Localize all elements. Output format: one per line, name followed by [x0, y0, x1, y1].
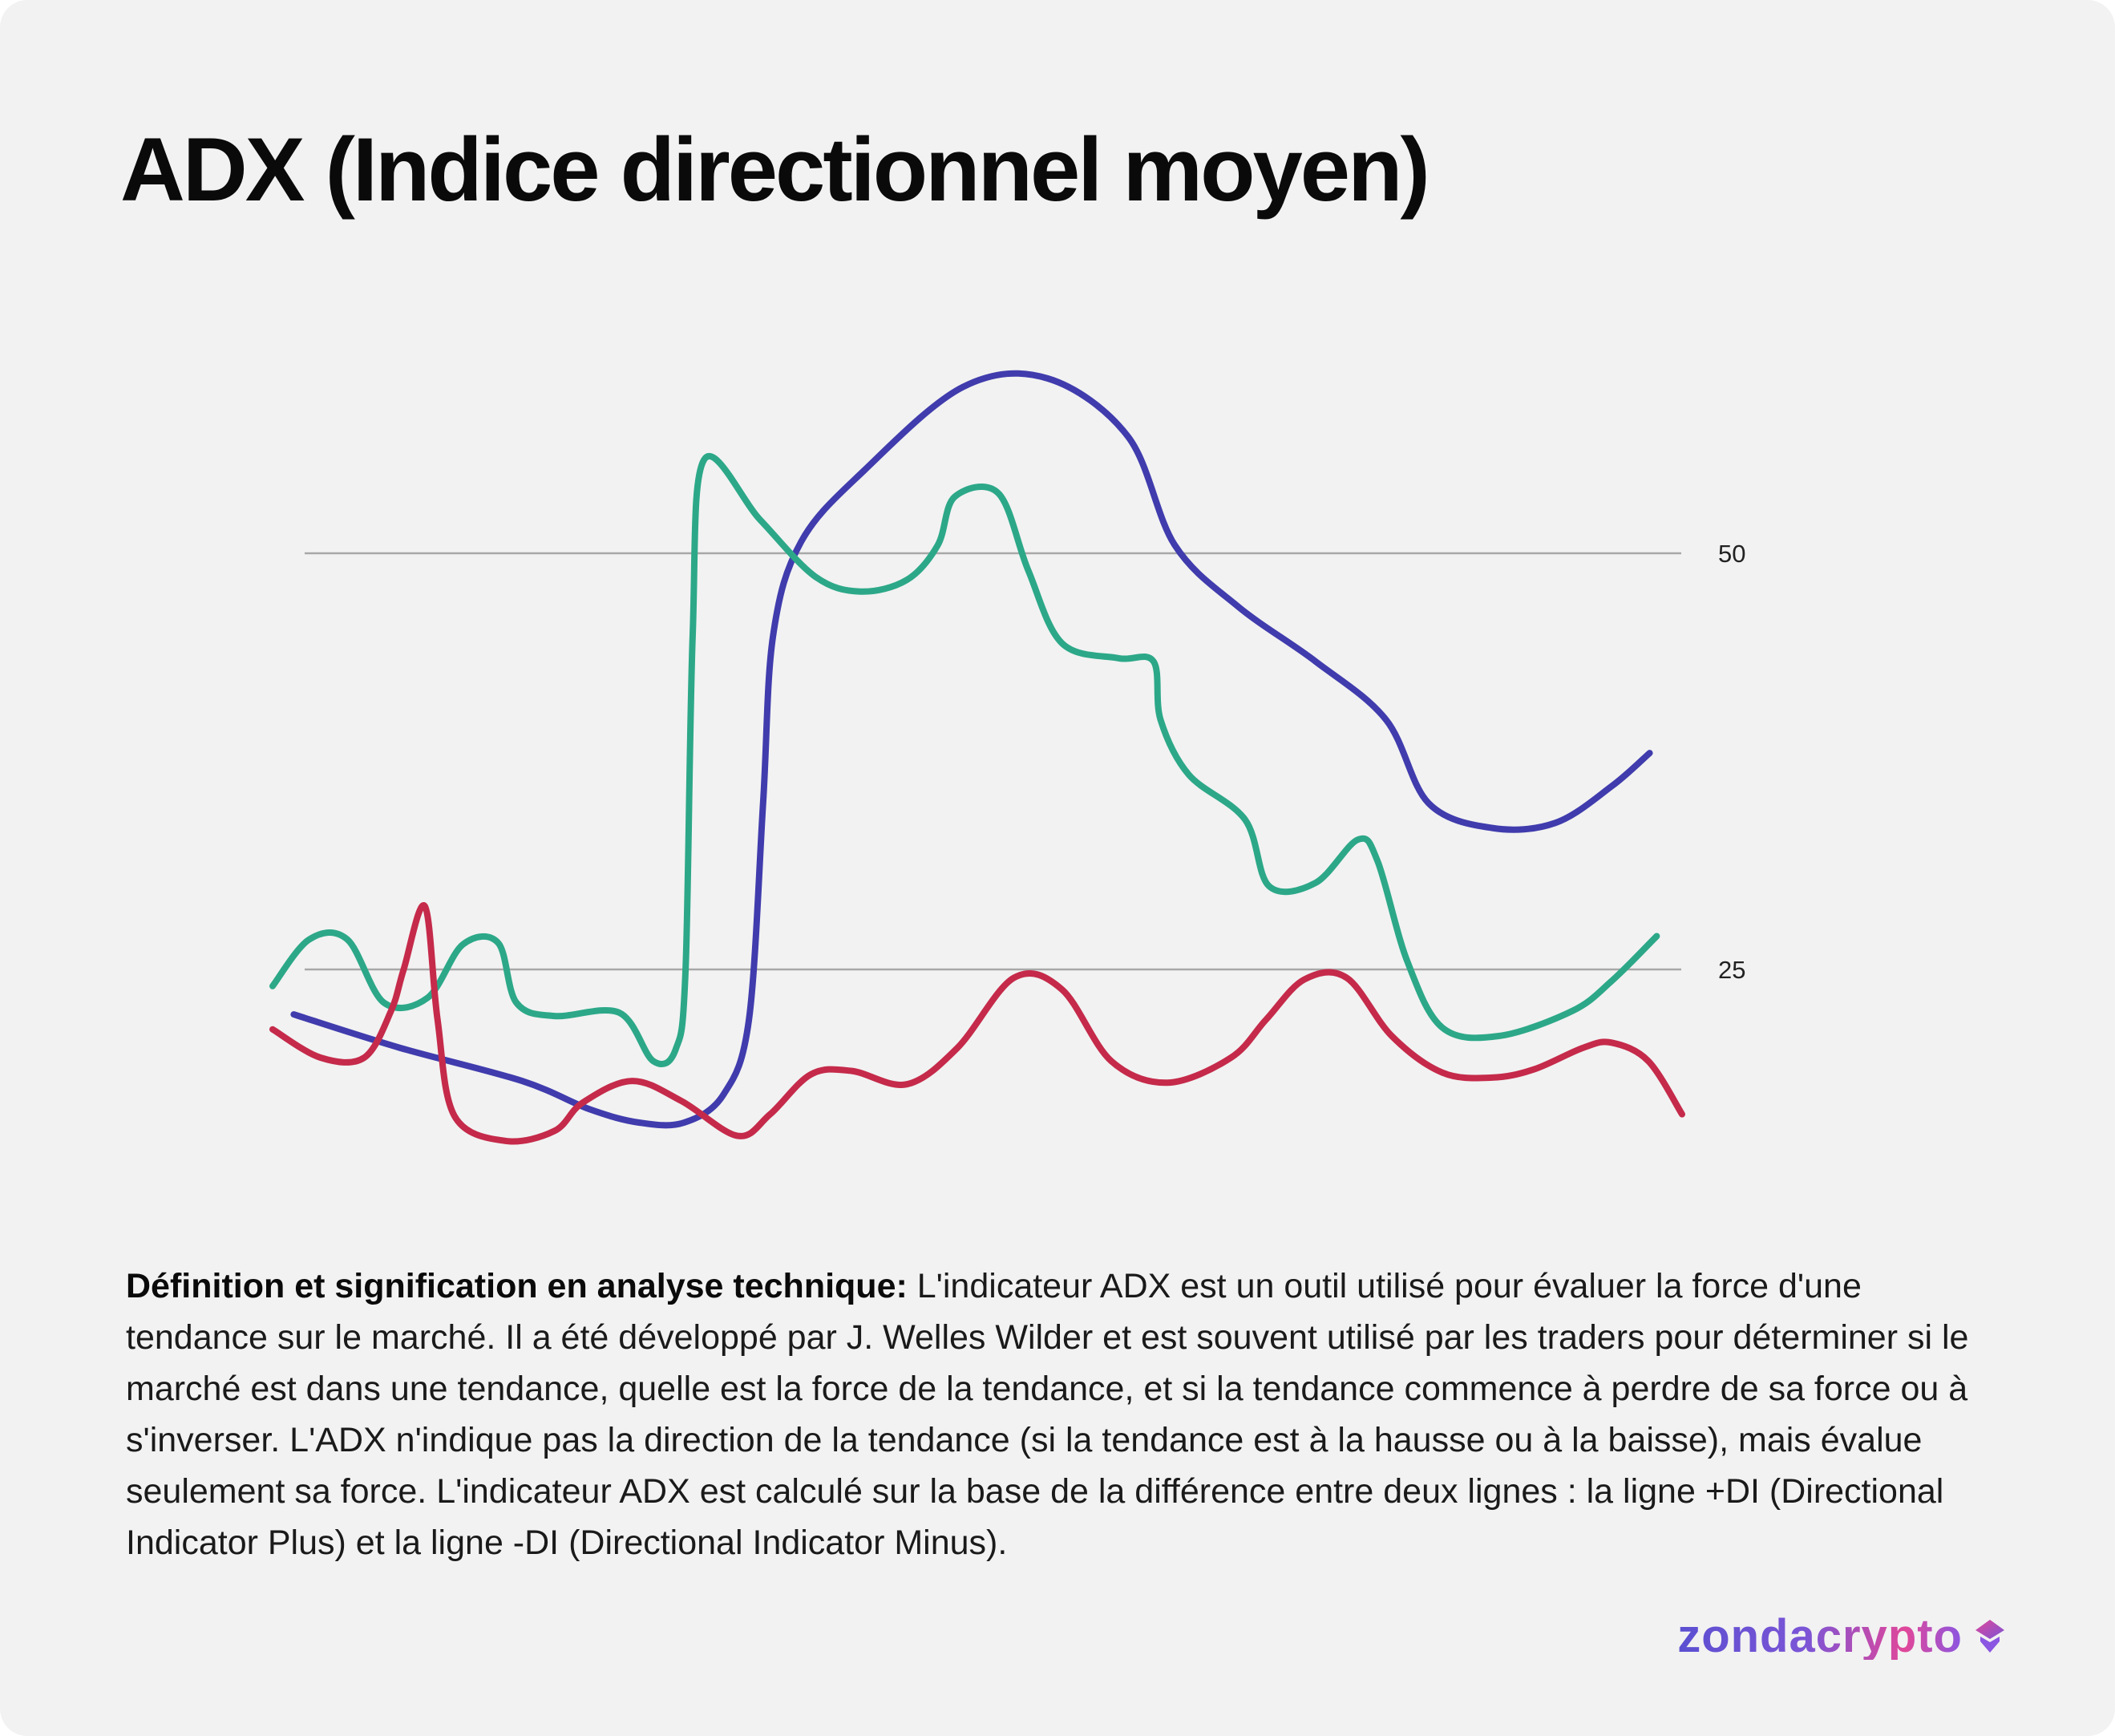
reference-lines: 50 25 [305, 540, 1745, 984]
description-text: L'indicateur ADX est un outil utilisé po… [126, 1267, 1969, 1562]
brand-logo: zondacrypto [1677, 1613, 2009, 1660]
series-lines [269, 370, 1685, 1145]
page-title: ADX (Indice directionnel moyen) [120, 119, 1430, 220]
series-line-1 [290, 370, 1653, 1129]
brand-name: zondacrypto [1677, 1610, 1963, 1662]
tick-label-50: 50 [1718, 540, 1745, 568]
adx-chart: 50 25 [269, 370, 1745, 1145]
description-paragraph: Définition et signification en analyse t… [126, 1261, 2002, 1568]
tick-label-25: 25 [1718, 956, 1745, 984]
zonda-logo-icon [1975, 1620, 2004, 1653]
series-line-2 [269, 453, 1660, 1067]
description-label: Définition et signification en analyse t… [126, 1267, 908, 1305]
series-line-3 [269, 902, 1685, 1145]
